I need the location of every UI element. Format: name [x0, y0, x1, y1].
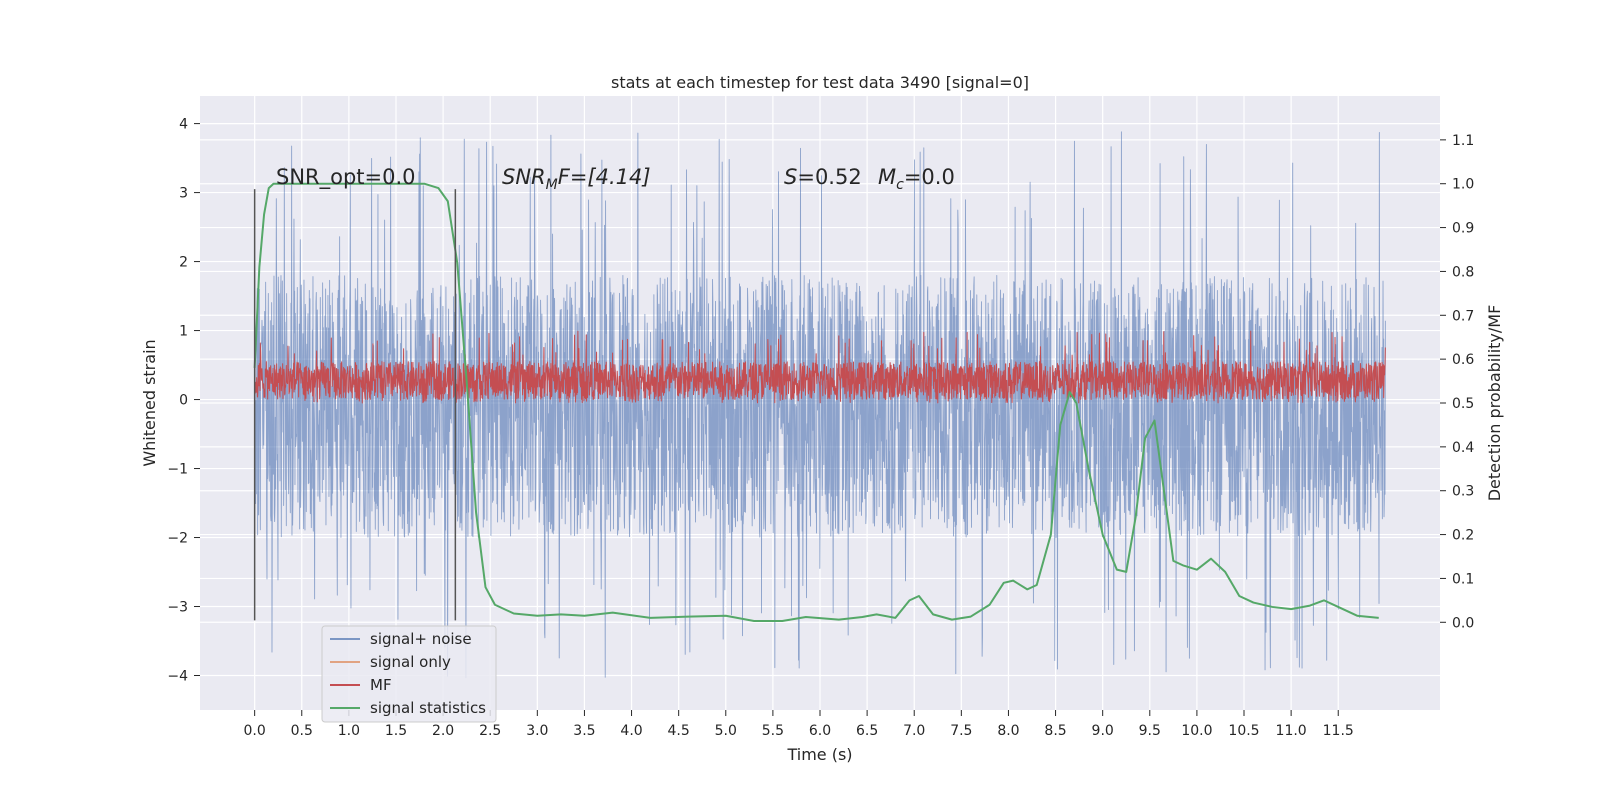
series-signal-statistics [253, 182, 1379, 622]
y-tick-label-right: 0.3 [1452, 484, 1474, 500]
y-tick-label-right: 0.4 [1452, 440, 1474, 456]
annotation-mc-var: M [878, 165, 896, 189]
series-mf [254, 330, 1386, 404]
annotation-snr-mf: SNRMF=[4.14] [502, 165, 651, 193]
annotation-snr-mf-prefix: SNR [502, 165, 546, 189]
x-tick-label: 9.0 [1092, 723, 1114, 739]
x-axis-label: Time (s) [786, 745, 852, 764]
x-tick-label: 11.5 [1323, 723, 1354, 739]
x-tick-label: 4.0 [620, 723, 642, 739]
series-layer [253, 131, 1386, 679]
x-tick-label: 8.5 [1044, 723, 1066, 739]
annotation-mc: Mc=0.0 [878, 165, 955, 193]
legend-label-signal-statistics: signal statistics [370, 699, 486, 717]
x-tick-label: 1.5 [385, 723, 407, 739]
legend-label-signal-only: signal only [370, 653, 451, 671]
y-tick-label-right: 1.1 [1452, 133, 1474, 149]
y-tick-label-left: −4 [167, 669, 188, 685]
y-tick-label-right: 0.6 [1452, 352, 1474, 368]
x-tick-label: 5.0 [715, 723, 737, 739]
x-tick-label: 0.0 [244, 723, 266, 739]
x-tick-label: 6.0 [809, 723, 831, 739]
annotation-mc-value: =0.0 [904, 165, 955, 189]
y-tick-label-left: 1 [179, 324, 188, 340]
y-tick-label-left: 0 [179, 393, 188, 409]
y-tick-label-right: 0.2 [1452, 528, 1474, 544]
annotation-mc-sub: c [896, 177, 904, 193]
x-tick-label: 7.0 [903, 723, 925, 739]
y-tick-label-right: 0.7 [1452, 308, 1474, 324]
y-tick-label-left: −1 [167, 462, 188, 478]
x-tick-label: 11.0 [1276, 723, 1307, 739]
annotation-s-var: S [784, 165, 797, 189]
x-tick-label: 2.0 [432, 723, 454, 739]
y-tick-label-right: 0.1 [1452, 571, 1474, 587]
annotation-snr-mf-sub: M [546, 177, 558, 193]
legend: signal+ noise signal only MF signal stat… [321, 625, 497, 723]
x-tick-label: 6.5 [856, 723, 878, 739]
y-axis-label-right: Detection probability/MF [1485, 305, 1504, 502]
x-tick-label: 2.5 [479, 723, 501, 739]
y-tick-label-left: −2 [167, 531, 188, 547]
x-tick-label: 7.5 [950, 723, 972, 739]
event-markers [253, 189, 457, 621]
x-tick-label: 1.0 [338, 723, 360, 739]
y-axis-label-left: Whitened strain [140, 339, 159, 466]
x-tick-label: 4.5 [668, 723, 690, 739]
x-tick-label: 9.5 [1139, 723, 1161, 739]
x-tick-label: 10.0 [1181, 723, 1212, 739]
x-tick-label: 5.5 [762, 723, 784, 739]
y-tick-label-left: 2 [179, 255, 188, 271]
y-tick-label-right: 0.0 [1452, 615, 1474, 631]
y-tick-label-right: 0.9 [1452, 221, 1474, 237]
legend-label-mf: MF [370, 676, 392, 694]
x-tick-label: 3.0 [526, 723, 548, 739]
y-tick-label-left: −3 [167, 600, 188, 616]
x-tick-label: 3.5 [573, 723, 595, 739]
x-tick-label: 10.5 [1228, 723, 1259, 739]
x-tick-label: 8.0 [997, 723, 1019, 739]
y-tick-label-left: 4 [179, 117, 188, 133]
y-tick-label-right: 0.8 [1452, 264, 1474, 280]
y-tick-label-right: 0.5 [1452, 396, 1474, 412]
annotation-s-value: =0.52 [797, 165, 861, 189]
annotation-s: S=0.52 [784, 165, 862, 189]
chart-title: stats at each timestep for test data 349… [611, 73, 1029, 92]
tick-labels: 0.0 0.5 1.0 1.5 2.0 2.5 3.0 3.5 4.0 4.5 5.0 5.5 6.0 6… [167, 117, 1474, 739]
y-tick-label-left: 3 [179, 186, 188, 202]
annotation-snr-mf-suffix: F=[4.14] [558, 165, 651, 189]
legend-label-signal-noise: signal+ noise [370, 630, 472, 648]
annotation-snr-opt: SNR_opt=0.0 [276, 165, 416, 190]
y-tick-label-right: 1.0 [1452, 177, 1474, 193]
legend-box [321, 625, 497, 723]
x-tick-label: 0.5 [291, 723, 313, 739]
